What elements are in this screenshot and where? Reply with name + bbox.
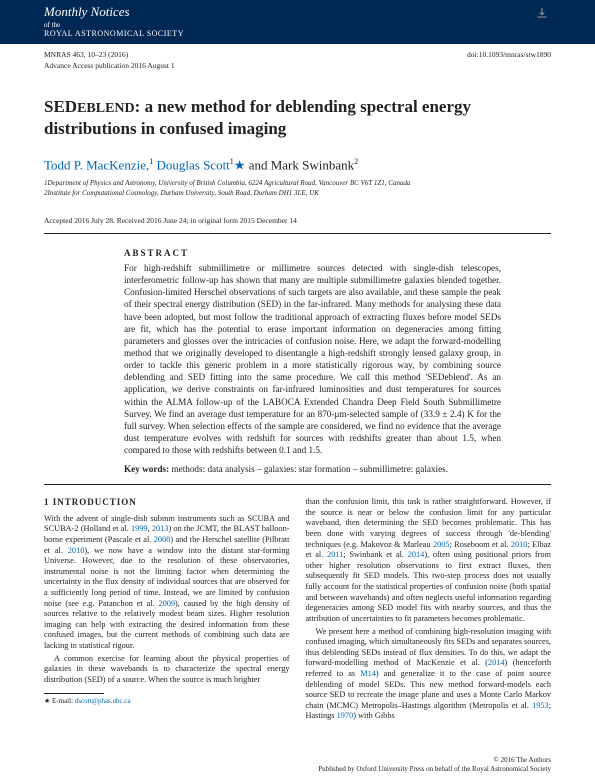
- meta-row: MNRAS 463, 10–23 (2016) doi:10.1093/mnra…: [0, 44, 595, 61]
- footnote-divider: [44, 693, 104, 694]
- body-columns: 1 INTRODUCTION With the advent of single…: [0, 485, 595, 722]
- journal-banner: Monthly Notices of the ROYAL ASTRONOMICA…: [0, 0, 595, 44]
- banner-sub: of the: [44, 21, 551, 29]
- body-paragraph: A common exercise for learning about the…: [44, 654, 290, 686]
- abstract-heading: ABSTRACT: [124, 248, 501, 258]
- column-right: than the confusion limit, this task is r…: [306, 497, 552, 722]
- abstract: ABSTRACT For high-redshift submillimetre…: [0, 234, 595, 474]
- journal-ref: MNRAS 463, 10–23 (2016): [44, 50, 128, 59]
- cite-link[interactable]: 2014: [488, 658, 505, 667]
- author-link-1[interactable]: Todd P. MacKenzie,: [44, 157, 149, 172]
- cite-link[interactable]: 2005: [433, 540, 450, 549]
- body-paragraph: We present here a method of combining hi…: [306, 627, 552, 722]
- cite-link[interactable]: 2011: [327, 550, 343, 559]
- corresponding-star-icon[interactable]: ★: [234, 157, 246, 172]
- column-left: 1 INTRODUCTION With the advent of single…: [44, 497, 290, 722]
- copyright: © 2016 The Authors: [44, 756, 551, 765]
- banner-title: Monthly Notices: [44, 4, 551, 20]
- cite-link[interactable]: 1999: [131, 524, 148, 533]
- advance-access: Advance Access publication 2016 August 1: [0, 61, 595, 70]
- download-icon[interactable]: [535, 6, 549, 20]
- authors: Todd P. MacKenzie,1 Douglas Scott1★ and …: [0, 149, 595, 179]
- page-footer: © 2016 The Authors Published by Oxford U…: [44, 756, 551, 774]
- cite-link[interactable]: 2014: [408, 550, 425, 559]
- cite-link[interactable]: 2009: [158, 599, 175, 608]
- abstract-text: For high-redshift submillimetre or milli…: [124, 262, 501, 456]
- body-paragraph: than the confusion limit, this task is r…: [306, 497, 552, 624]
- affil-sup: 2: [354, 157, 358, 166]
- cite-link[interactable]: M14: [360, 669, 376, 678]
- footnote-label: ★ E-mail:: [44, 697, 75, 705]
- keywords-label: Key words:: [124, 464, 169, 474]
- cite-link[interactable]: 1953: [532, 701, 549, 710]
- paper-title: SEDEBLEND: a new method for deblending s…: [44, 96, 551, 139]
- cite-link[interactable]: 2013: [152, 524, 169, 533]
- email-link[interactable]: dscott@phas.ubc.ca: [75, 697, 131, 705]
- author-link-2[interactable]: Douglas Scott: [156, 157, 229, 172]
- cite-link[interactable]: 2010: [511, 540, 528, 549]
- keywords: Key words: methods: data analysis – gala…: [124, 464, 501, 474]
- doi: doi:10.1093/mnras/stw1890: [467, 50, 551, 59]
- affiliations: 1Department of Physics and Astronomy, Un…: [0, 179, 595, 198]
- cite-link[interactable]: 2008: [154, 535, 171, 544]
- publisher: Published by Oxford University Press on …: [44, 765, 551, 774]
- affiliation-line: 2Institute for Computational Cosmology, …: [44, 189, 551, 198]
- banner-org: ROYAL ASTRONOMICAL SOCIETY: [44, 29, 551, 38]
- affiliation-line: 1Department of Physics and Astronomy, Un…: [44, 179, 551, 188]
- pub-dates: Accepted 2016 July 28. Received 2016 Jun…: [0, 198, 595, 225]
- affil-sup: 1: [149, 157, 153, 166]
- keywords-text: methods: data analysis – galaxies: star …: [169, 464, 448, 474]
- cite-link[interactable]: 1970: [337, 711, 354, 720]
- cite-link[interactable]: 2010: [68, 546, 85, 555]
- section-heading: 1 INTRODUCTION: [44, 497, 290, 509]
- footnote: ★ E-mail: dscott@phas.ubc.ca: [44, 697, 290, 706]
- body-paragraph: With the advent of single-dish submm ins…: [44, 514, 290, 652]
- author-text: and Mark Swinbank: [249, 157, 354, 172]
